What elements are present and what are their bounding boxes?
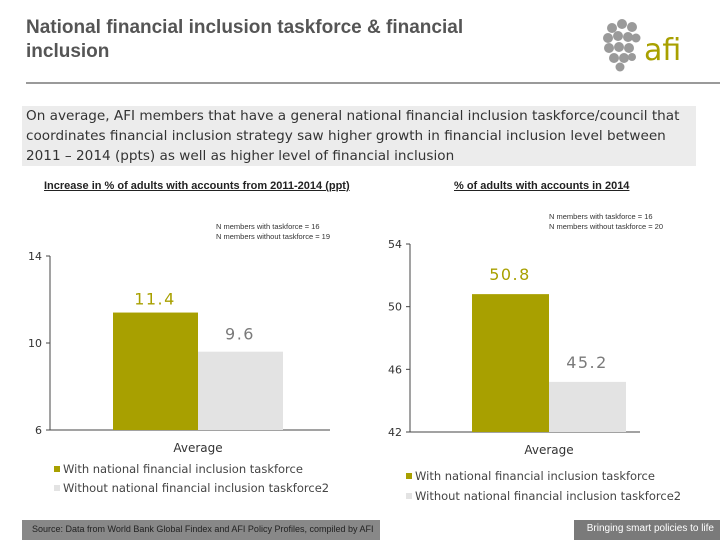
chart1-y-tick-label: 6 [35,424,42,437]
chart2-bar-with-taskforce [472,294,549,432]
chart2-note: N members with taskforce = 16 N members … [549,212,663,231]
chart1-y-tick-label: 14 [28,250,42,263]
legend-label: With national financial inclusion taskfo… [63,462,303,476]
legend-swatch [406,493,412,499]
legend-label: With national financial inclusion taskfo… [415,469,655,483]
chart2-bar-without-taskforce [549,381,626,432]
chart2-note-line-1: N members with taskforce = 16 [549,212,653,221]
chart2-legend-with: With national financial inclusion taskfo… [406,469,655,483]
chart1-value-label: 11.4 [134,290,176,309]
legend-swatch [54,466,60,472]
source-footer: Source: Data from World Bank Global Find… [22,520,380,540]
brain-icon [603,19,641,72]
chart2-y-tick-label: 50 [388,301,402,314]
chart2-value-label: 45.2 [566,353,608,372]
svg-text:afi: afi [644,33,681,68]
chart1-y-tick-label: 10 [28,337,42,350]
chart1-category-label: Average [173,441,222,455]
chart1-note-line-1: N members with taskforce = 16 [216,222,320,231]
legend-swatch [406,473,412,479]
chart2-legend-without: Without national financial inclusion tas… [406,489,681,503]
tagline-footer: Bringing smart policies to life [574,520,720,540]
chart1-legend-without: Without national financial inclusion tas… [54,481,329,495]
chart2-y-tick-label: 42 [388,426,402,439]
intro-text: On average, AFI members that have a gene… [22,106,696,166]
chart1-value-label: 9.6 [225,325,255,344]
chart2-value-label: 50.8 [489,265,531,284]
chart2-y-tick-label: 46 [388,363,402,376]
title-divider [26,82,720,84]
chart1-note-line-2: N members without taskforce = 19 [216,231,331,241]
legend-swatch [54,485,60,491]
chart2-title: % of adults with accounts in 2014 [454,180,630,192]
chart2-note-line-2: N members without taskforce = 20 [549,221,664,231]
tagline-text: Bringing smart policies to life [586,523,714,534]
chart2-category-label: Average [524,443,573,457]
chart1-legend-with: With national financial inclusion taskfo… [54,462,303,476]
chart1-bar-without-taskforce [198,351,283,430]
chart1-bar-with-taskforce [113,312,198,430]
legend-label: Without national financial inclusion tas… [63,481,330,495]
afi-logo: afi [603,19,681,72]
chart1-title: Increase in % of adults with accounts fr… [44,180,350,192]
legend-label: Without national financial inclusion tas… [415,489,682,503]
source-text: Source: Data from World Bank Global Find… [32,524,374,534]
slide-title: National financial inclusion taskforce &… [26,17,464,62]
chart2-y-tick-label: 54 [388,238,402,251]
chart1-note: N members with taskforce = 16 N members … [216,222,330,241]
